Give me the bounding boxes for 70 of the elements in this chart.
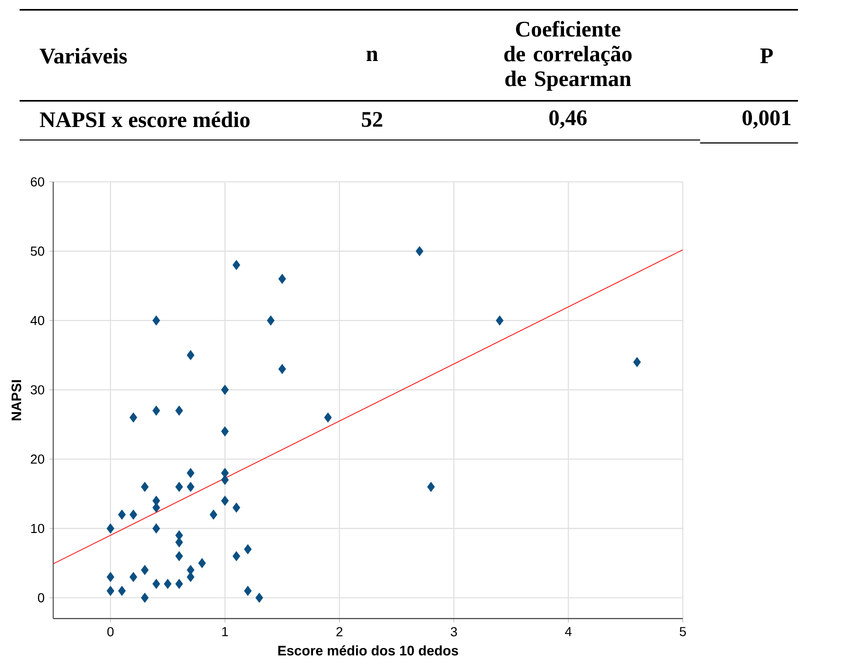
point (221, 475, 229, 485)
point (106, 572, 114, 582)
y-tick-label: 40 (30, 316, 44, 326)
x-tick-label: 1 (222, 627, 228, 636)
point (633, 357, 641, 368)
point (186, 350, 194, 360)
point (198, 558, 206, 568)
x-tick-label: 3 (450, 627, 457, 636)
point (232, 260, 240, 270)
point (175, 482, 183, 492)
point (324, 412, 332, 423)
point (427, 482, 435, 492)
point (152, 524, 160, 534)
y-axis-title: NAPSI (12, 380, 22, 420)
point (152, 579, 160, 589)
y-tick-label: 60 (30, 177, 44, 187)
point (232, 502, 240, 513)
text: n (366, 50, 378, 62)
y-tick-label: 30 (30, 385, 44, 395)
y-tick-label: 50 (30, 246, 44, 256)
point (152, 406, 160, 416)
y-tick-label: 20 (30, 454, 44, 464)
point (164, 579, 172, 589)
point (175, 537, 183, 548)
point (186, 572, 194, 582)
point (496, 316, 504, 326)
point (175, 551, 183, 562)
point (141, 565, 149, 576)
point (221, 496, 229, 506)
text: 0,001 (742, 110, 790, 129)
point (175, 579, 183, 589)
point (210, 510, 218, 520)
point (130, 412, 138, 423)
point (278, 364, 286, 374)
point (244, 586, 252, 596)
x-tick-label: 5 (680, 627, 686, 636)
y-tick-label: 10 (31, 524, 44, 534)
point (278, 274, 286, 284)
x-tick-label: 4 (565, 627, 572, 636)
text: Variáveis (40, 48, 127, 64)
point (175, 406, 183, 416)
text: 0,46 (549, 110, 587, 129)
x-tick-label: 0 (107, 627, 114, 636)
text: 52 (362, 112, 382, 127)
point (141, 482, 149, 492)
point (266, 316, 275, 326)
point (221, 384, 229, 395)
point (152, 316, 160, 326)
point (175, 530, 183, 540)
point (118, 586, 126, 596)
point (141, 592, 149, 603)
text: P (760, 48, 773, 64)
point (118, 510, 126, 520)
point (186, 468, 194, 478)
point (130, 572, 138, 582)
point (186, 482, 194, 492)
x-tick-label: 2 (336, 627, 342, 636)
point (130, 510, 138, 520)
x-axis-title: Escore médio dos 10 dedos (278, 645, 458, 656)
point (152, 502, 160, 513)
point (416, 246, 424, 256)
point (232, 551, 240, 562)
point (106, 524, 114, 534)
text: NAPSI x escore médio (40, 112, 250, 128)
point (221, 426, 229, 436)
point (106, 586, 114, 596)
point (244, 544, 252, 554)
y-tick-label: 0 (38, 593, 44, 602)
text: Coeficiente de correlação de Spearman (504, 20, 632, 91)
point (255, 592, 264, 603)
